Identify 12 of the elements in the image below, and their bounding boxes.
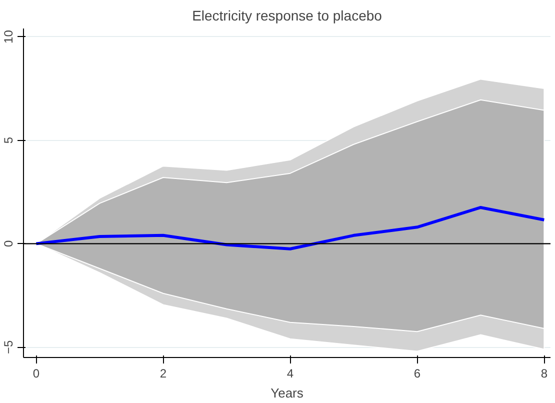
chart-title: Electricity response to placebo xyxy=(192,8,382,24)
y-tick-label: 10 xyxy=(2,30,16,44)
line-series xyxy=(34,206,546,250)
x-tick-label: 0 xyxy=(32,366,40,380)
y-tick-label: −5 xyxy=(2,340,16,354)
y-tick-label: 0 xyxy=(2,240,16,248)
x-tick-label: 6 xyxy=(414,366,421,380)
y-tick-label: 5 xyxy=(2,136,16,144)
x-tick-label: 2 xyxy=(160,366,167,380)
x-axis-title: Years xyxy=(270,386,304,400)
x-tick-label: 8 xyxy=(540,366,548,380)
x-tick-label: 4 xyxy=(286,366,294,380)
